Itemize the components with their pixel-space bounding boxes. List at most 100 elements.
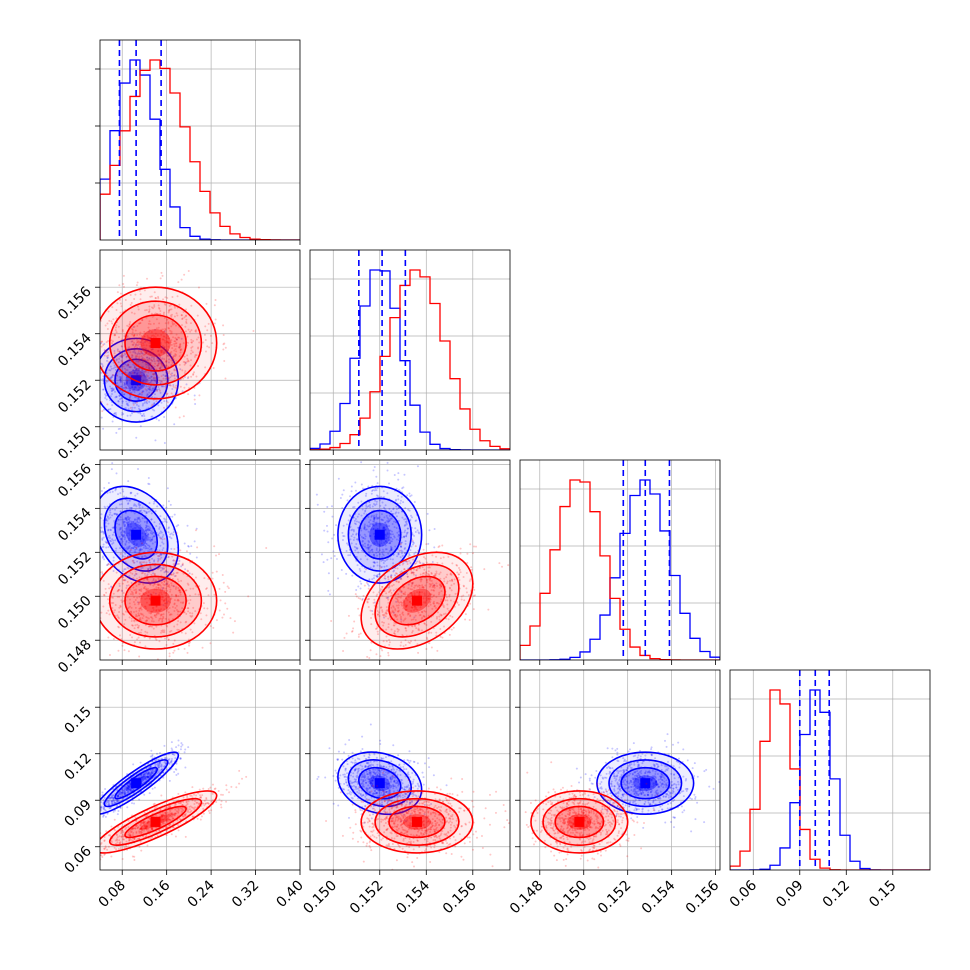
sample-point [467,594,470,597]
y-tick-label-2-4: 0.156 [55,461,95,501]
sample-point [117,625,120,628]
sample-point [116,789,119,792]
sample-point [101,365,104,368]
sample-point [145,607,148,610]
sample-point [354,523,357,526]
sample-point [119,528,122,531]
sample-point [114,489,117,492]
sample-point [169,630,172,633]
sample-point [349,554,352,557]
sample-point [159,589,162,592]
sample-point [421,584,424,587]
sample-point [368,578,371,581]
sample-point [73,642,75,644]
sample-point [194,330,197,333]
sample-point [177,281,180,284]
sample-point [158,367,161,370]
sample-point [218,553,221,556]
sample-point [122,592,125,595]
sample-point [115,359,118,362]
sample-point [93,553,95,555]
sample-point [111,306,114,309]
sample-point [141,613,144,616]
sample-point [132,600,135,603]
sample-point [176,623,179,626]
sample-point [158,761,161,764]
sample-point [185,383,188,386]
sample-point [104,540,107,543]
sample-point [111,800,114,803]
sample-point [123,649,126,652]
sample-point [411,606,414,609]
sample-point [136,344,139,347]
sample-point [158,761,161,764]
sample-point [136,347,139,350]
y-tick-label-2-0: 0.148 [55,637,95,677]
sample-point [123,579,126,582]
sample-point [139,548,142,551]
sample-point [167,638,170,641]
sample-point [418,584,421,587]
sample-point [437,546,440,549]
sample-point [96,371,98,373]
sample-point [156,560,159,563]
sample-point [146,356,149,359]
sample-point [440,585,443,588]
sample-point [414,562,417,565]
sample-point [206,607,209,610]
sample-point [159,609,162,612]
sample-point [134,522,137,525]
sample-point [399,577,402,580]
sample-point [150,530,153,533]
sample-point [167,341,170,344]
sample-point [154,510,157,513]
sample-point [409,562,412,565]
sample-point [136,596,139,599]
sample-point [160,328,163,331]
sample-point [146,544,149,547]
sample-point [162,542,165,545]
sample-point [395,498,398,501]
sample-point [418,591,421,594]
sample-point [130,620,133,623]
sample-point [110,801,113,804]
sample-point [361,539,364,542]
sample-point [361,540,364,543]
sample-point [218,609,221,612]
sample-point [383,507,386,510]
sample-point [404,507,407,510]
sample-point [128,387,131,390]
sample-point [108,534,111,537]
sample-point [339,497,342,500]
sample-point [179,601,182,604]
sample-point [144,363,147,366]
sample-point [162,617,165,620]
sample-point [388,519,391,522]
sample-point [167,372,170,375]
sample-point [221,574,224,577]
sample-point [396,618,399,621]
sample-point [91,372,93,374]
sample-point [167,596,170,599]
sample-point [391,538,394,541]
sample-point [372,561,375,564]
sample-point [402,592,405,595]
sample-point [137,352,140,355]
sample-point [91,396,93,398]
sample-point [145,772,148,775]
scatter-panel-2-1 [305,459,511,665]
sample-point [390,540,393,543]
sample-point [163,517,166,520]
sample-point [143,593,146,596]
sample-point [388,585,391,588]
sample-point [166,608,169,611]
sample-point [173,649,176,652]
sample-point [124,792,127,795]
sample-point [390,546,393,549]
sample-point [144,777,147,780]
sample-point [123,579,126,582]
sample-point [330,557,333,560]
sample-point [410,618,413,621]
sample-point [189,628,192,631]
sample-point [389,532,392,535]
